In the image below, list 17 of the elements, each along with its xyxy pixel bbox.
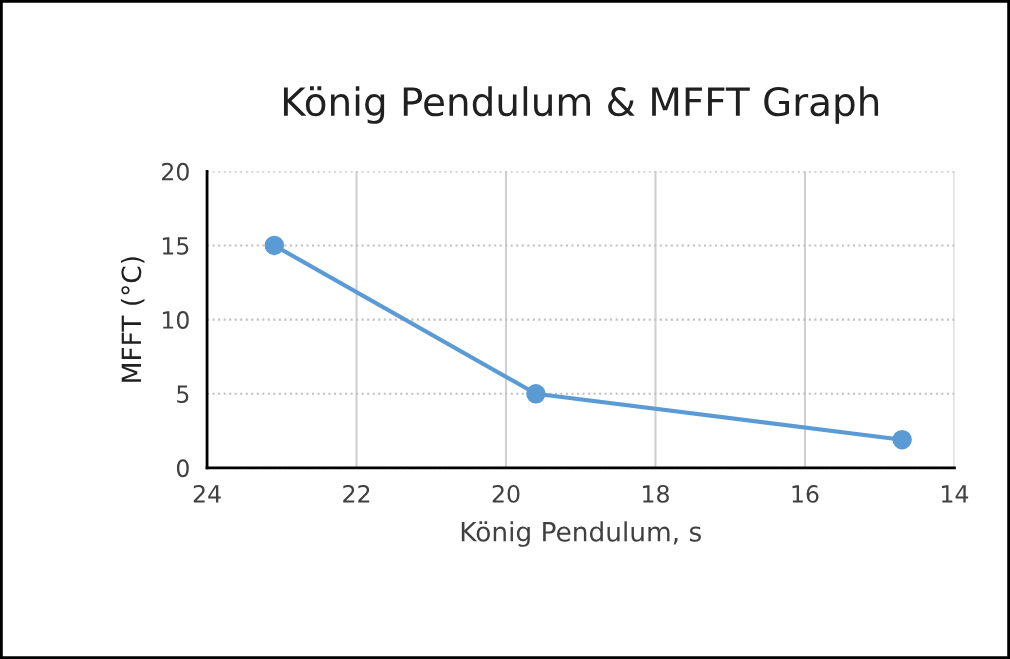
x-tick-label: 18 bbox=[643, 484, 669, 503]
point bbox=[526, 384, 546, 404]
y-tick-label: 15 bbox=[162, 237, 189, 255]
y-axis-title: MFFT (°C) bbox=[120, 257, 145, 382]
x-tick-label: 22 bbox=[343, 484, 370, 503]
y-tick-label: 20 bbox=[162, 162, 189, 181]
x-tick-label: 14 bbox=[942, 485, 969, 503]
x-tick-label: 24 bbox=[193, 484, 221, 503]
y-tick-label: 5 bbox=[177, 385, 189, 404]
x-axis-title: König Pendulum, s bbox=[461, 521, 701, 547]
point bbox=[892, 429, 912, 450]
y-tick-label: 0 bbox=[176, 459, 189, 478]
point bbox=[264, 235, 285, 256]
x-tick-label: 16 bbox=[792, 484, 819, 503]
x-tick-label: 20 bbox=[492, 484, 520, 503]
y-tick-label: 10 bbox=[162, 311, 189, 329]
chart-title: König Pendulum & MFFT Graph bbox=[283, 86, 879, 124]
